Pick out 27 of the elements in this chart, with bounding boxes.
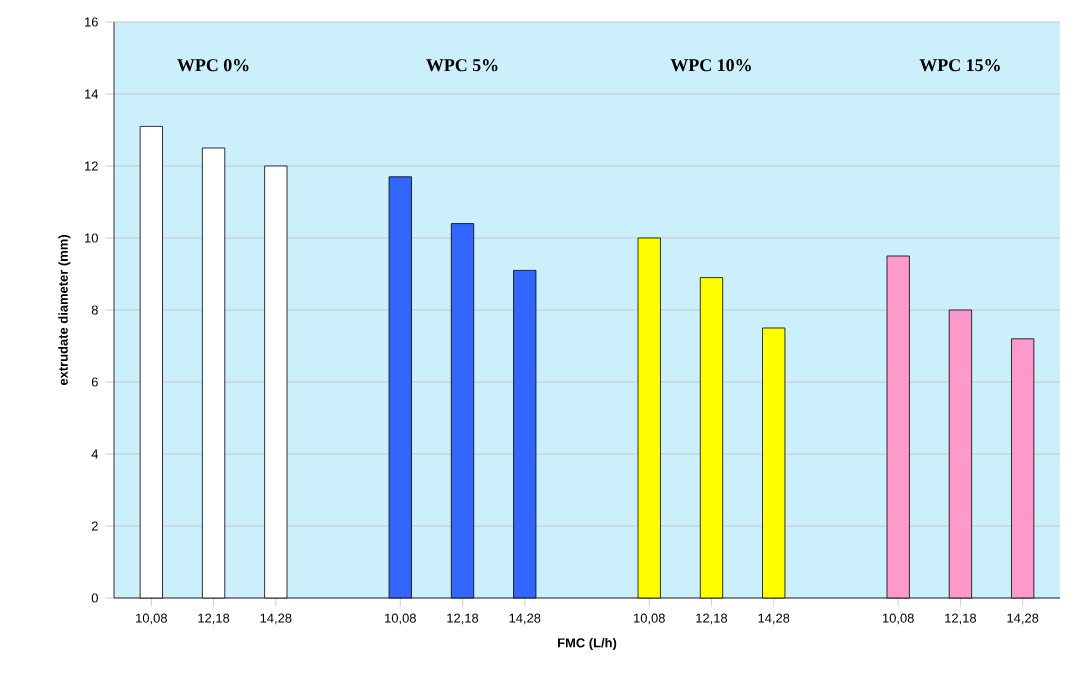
annotation: WPC 0% <box>177 59 249 72</box>
y-tick-label: 12 <box>85 161 98 171</box>
y-tick-label: 16 <box>85 17 98 27</box>
x-tick-label: 14,28 <box>509 613 541 625</box>
x-tick-label: 12,18 <box>696 613 728 625</box>
y-axis-title: extrudate diameter (mm) <box>58 235 71 386</box>
y-tick-label: 6 <box>91 377 98 387</box>
x-tick-label: 12,18 <box>945 613 977 625</box>
y-tick-label: 8 <box>91 305 98 315</box>
x-tick-label: 10,08 <box>385 613 416 625</box>
y-tick-label: 2 <box>91 521 98 531</box>
x-tick-label: 12,18 <box>198 613 230 625</box>
y-tick-label: 0 <box>91 593 98 603</box>
annotation: WPC 15% <box>919 59 1000 72</box>
x-tick-label: 10,08 <box>882 613 914 625</box>
annotation: WPC 5% <box>426 59 498 72</box>
x-tick-label: 14,28 <box>758 613 790 625</box>
x-tick-label: 14,28 <box>1007 613 1039 625</box>
x-tick-label: 14,28 <box>260 613 292 625</box>
y-tick-label: 14 <box>85 89 99 99</box>
x-axis-title: FMC (L/h) <box>558 637 617 650</box>
annotation: WPC 10% <box>670 59 751 72</box>
y-tick-label: 10 <box>85 233 98 243</box>
x-tick-label: 10,08 <box>136 613 167 625</box>
y-tick-label: 4 <box>91 449 99 459</box>
x-tick-label: 12,18 <box>447 613 479 625</box>
x-tick-label: 10,08 <box>634 613 665 625</box>
